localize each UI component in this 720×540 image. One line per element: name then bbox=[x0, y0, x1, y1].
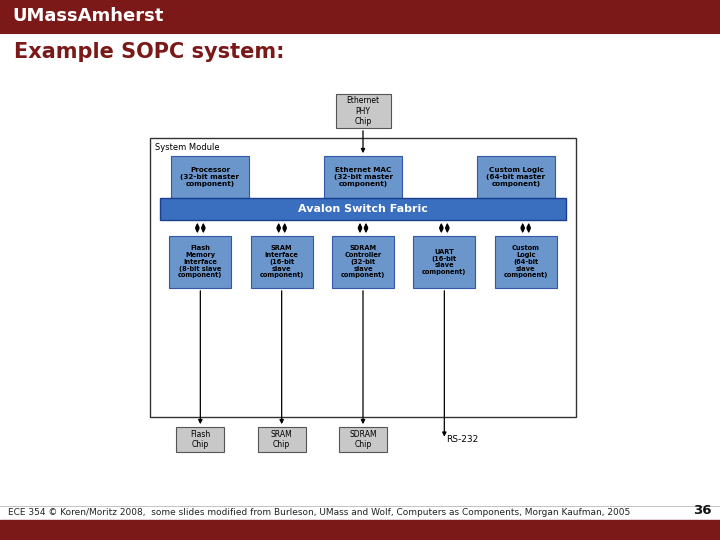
Text: SRAM
Interface
(16-bit
slave
component): SRAM Interface (16-bit slave component) bbox=[259, 246, 304, 279]
Text: RS-232: RS-232 bbox=[446, 435, 479, 444]
Text: SDRAM
Chip: SDRAM Chip bbox=[349, 430, 377, 449]
Bar bbox=[0, 520, 720, 540]
Text: UMassAmherst: UMassAmherst bbox=[12, 7, 163, 25]
Bar bbox=[258, 427, 306, 452]
Bar bbox=[160, 198, 566, 220]
Bar bbox=[150, 138, 576, 417]
Text: Flash
Memory
Interface
(8-bit slave
component): Flash Memory Interface (8-bit slave comp… bbox=[178, 246, 222, 279]
Text: SDRAM
Controller
(32-bit
slave
component): SDRAM Controller (32-bit slave component… bbox=[341, 246, 385, 279]
Bar bbox=[169, 236, 231, 288]
Text: UART
(16-bit
slave
component): UART (16-bit slave component) bbox=[422, 249, 467, 275]
Text: Example SOPC system:: Example SOPC system: bbox=[14, 42, 284, 62]
Text: System Module: System Module bbox=[155, 143, 220, 152]
Bar bbox=[171, 156, 249, 198]
Bar bbox=[0, 0, 720, 32]
Text: Flash
Chip: Flash Chip bbox=[190, 430, 210, 449]
Bar bbox=[336, 94, 390, 128]
Bar bbox=[477, 156, 555, 198]
Bar bbox=[495, 236, 557, 288]
Text: Ethernet MAC
(32-bit master
component): Ethernet MAC (32-bit master component) bbox=[333, 167, 392, 187]
Bar bbox=[251, 236, 312, 288]
Text: SRAM
Chip: SRAM Chip bbox=[271, 430, 292, 449]
Bar bbox=[413, 236, 475, 288]
Text: Avalon Switch Fabric: Avalon Switch Fabric bbox=[298, 204, 428, 214]
Text: ECE 354 © Koren/Moritz 2008,  some slides modified from Burleson, UMass and Wolf: ECE 354 © Koren/Moritz 2008, some slides… bbox=[8, 508, 630, 517]
Text: 36: 36 bbox=[693, 504, 712, 517]
Text: Ethernet
PHY
Chip: Ethernet PHY Chip bbox=[346, 97, 379, 126]
Text: Custom Logic
(64-bit master
component): Custom Logic (64-bit master component) bbox=[487, 167, 546, 187]
Bar bbox=[332, 236, 394, 288]
Bar bbox=[324, 156, 402, 198]
Text: Custom
Logic
(64-bit
slave
component): Custom Logic (64-bit slave component) bbox=[503, 246, 548, 279]
Text: Processor
(32-bit master
component): Processor (32-bit master component) bbox=[181, 167, 240, 187]
Bar bbox=[176, 427, 225, 452]
Bar bbox=[339, 427, 387, 452]
